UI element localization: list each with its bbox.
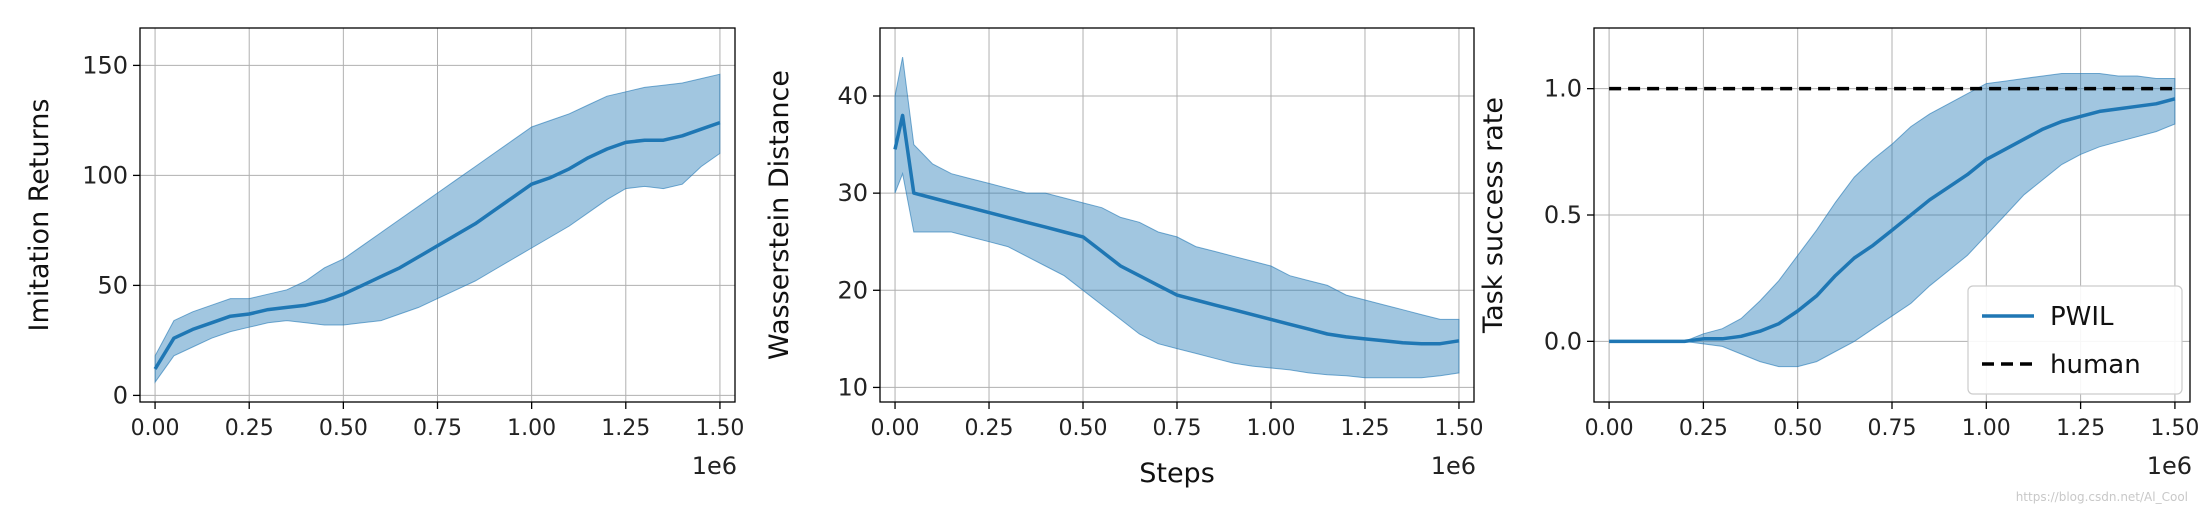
confidence-band: [894, 57, 1460, 379]
x-tick-label: 1.50: [2150, 416, 2199, 441]
x-tick-label: 1.00: [1962, 416, 2011, 441]
watermark-text: https://blog.csdn.net/Al_Cool: [2015, 490, 2188, 504]
x-tick-label: 0.00: [1585, 416, 1634, 441]
x-tick-label: 0.00: [131, 416, 180, 441]
y-tick-label: 0.5: [1544, 201, 1582, 229]
x-tick-label: 1.50: [695, 416, 744, 441]
y-axis-label: Task success rate: [1478, 97, 1509, 334]
x-offset-label: 1e6: [1431, 452, 1476, 480]
x-tick-label: 0.75: [1153, 416, 1202, 441]
x-tick-label: 0.50: [1773, 416, 1822, 441]
series-line-pwil: [1609, 97, 2176, 344]
x-tick-label: 0.00: [871, 416, 920, 441]
x-tick-label: 0.75: [413, 416, 462, 441]
x-tick-label: 1.25: [601, 416, 650, 441]
y-axis-label: Imitation Returns: [24, 99, 55, 332]
y-tick-label: 100: [82, 161, 128, 189]
x-tick-label: 0.50: [1059, 416, 1108, 441]
legend: PWIL human: [1967, 285, 2183, 395]
x-tick-label: 0.25: [965, 416, 1014, 441]
y-tick-label: 40: [837, 82, 868, 110]
x-tick-label: 1.00: [1246, 416, 1295, 441]
legend-box: [1967, 285, 2183, 395]
y-tick-label: 0.0: [1544, 327, 1582, 355]
series-line: [153, 120, 721, 370]
y-tick-label: 1.0: [1544, 75, 1582, 103]
y-tick-label: 150: [82, 51, 128, 79]
x-offset-label: 1e6: [692, 452, 737, 480]
y-tick-label: 30: [837, 179, 868, 207]
x-tick-label: 1.00: [507, 416, 556, 441]
series-line: [893, 113, 1460, 346]
y-tick-label: 20: [837, 276, 868, 304]
y-tick-label: 50: [97, 271, 128, 299]
x-tick-label: 0.25: [225, 416, 274, 441]
chart-panel-1: 0.00 0.25 0.50 0.75 1.00 1.25 1.50 0 50 100 150 1e6…: [24, 27, 744, 480]
x-offset-label: 1e6: [2147, 452, 2192, 480]
x-axis-label: Steps: [1139, 458, 1215, 489]
x-tick-label: 1.25: [1340, 416, 1389, 441]
chart-panel-2: 0.00 0.25 0.50 0.75 1.00 1.25 1.50 10 20 30 40 1e6 S…: [764, 27, 1483, 489]
x-tick-label: 0.25: [1679, 416, 1728, 441]
legend-label-pwil: PWIL: [2050, 302, 2114, 332]
x-tick-label: 1.50: [1434, 416, 1483, 441]
y-tick-label: 10: [837, 373, 868, 401]
x-tick-label: 0.75: [1868, 416, 1917, 441]
x-tick-label: 0.50: [319, 416, 368, 441]
confidence-band: [1609, 73, 2176, 368]
x-tick-label: 1.25: [2056, 416, 2105, 441]
y-tick-label: 0: [113, 381, 128, 409]
chart-panel-3: 0.00 0.25 0.50 0.75 1.00 1.25 1.50 0.0 0.5 1.0 1e6…: [1478, 27, 2199, 480]
y-axis-label: Wasserstein Distance: [764, 70, 795, 360]
legend-label-human: human: [2050, 350, 2141, 380]
